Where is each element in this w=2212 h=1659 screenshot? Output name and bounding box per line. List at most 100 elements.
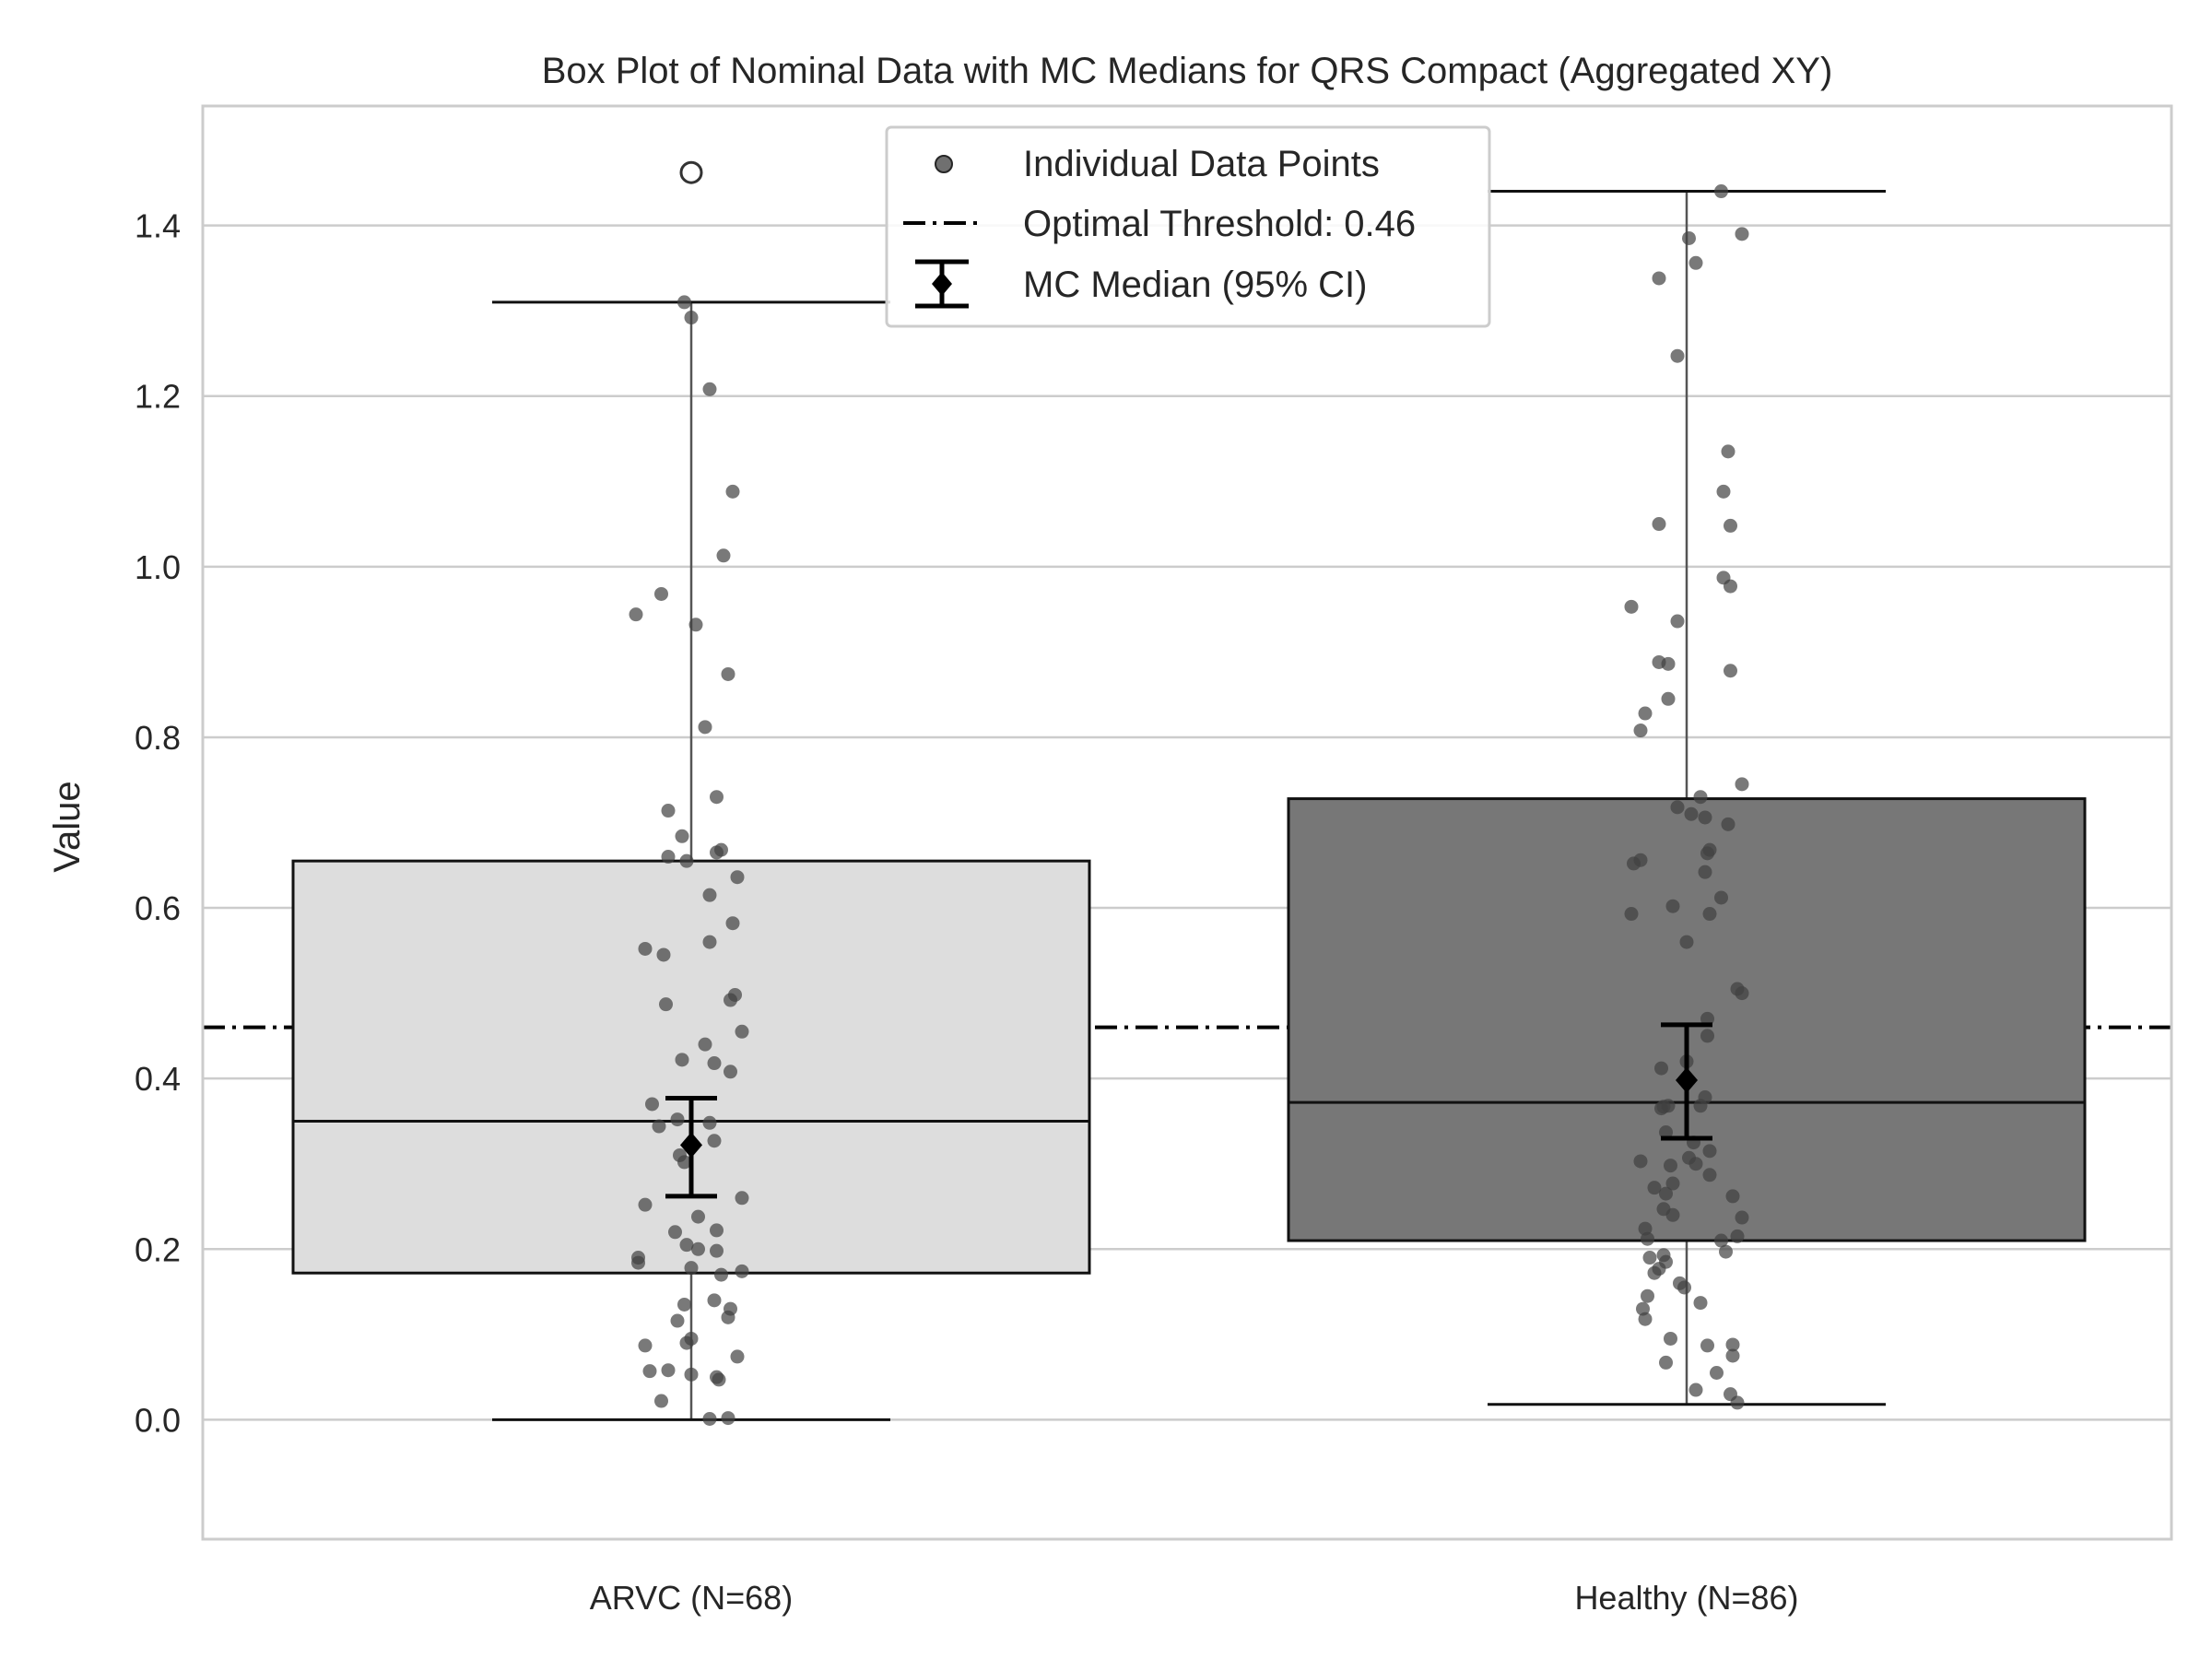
data-point bbox=[1710, 1366, 1724, 1381]
data-point bbox=[714, 842, 728, 857]
tick-labels: 0.0 0.2 0.4 0.6 0.8 1.0 1.2 1.4 ARVC (N=68) Healt… bbox=[135, 207, 1799, 1617]
plot-frame bbox=[201, 104, 2173, 1541]
data-point bbox=[1670, 348, 1685, 363]
data-point bbox=[1677, 1280, 1691, 1295]
data-point bbox=[735, 1024, 749, 1039]
data-point bbox=[1670, 800, 1685, 815]
data-point bbox=[702, 1411, 717, 1426]
data-point bbox=[1725, 1348, 1740, 1363]
y-tick-label: 0.4 bbox=[135, 1060, 181, 1098]
data-point bbox=[1724, 579, 1737, 594]
data-point bbox=[668, 1225, 682, 1240]
data-point bbox=[730, 1349, 745, 1364]
data-point bbox=[638, 941, 653, 956]
y-tick-label: 1.4 bbox=[135, 207, 181, 245]
data-point bbox=[670, 1112, 685, 1127]
legend-box bbox=[885, 125, 1491, 328]
data-point bbox=[1725, 1189, 1740, 1204]
data-point bbox=[1698, 810, 1712, 825]
data-point bbox=[1682, 230, 1696, 245]
data-point bbox=[1725, 1337, 1740, 1352]
data-point bbox=[652, 1119, 666, 1134]
data-point bbox=[1652, 271, 1666, 286]
data-point bbox=[654, 1394, 668, 1408]
data-point bbox=[725, 484, 740, 499]
data-point bbox=[675, 829, 689, 843]
data-point bbox=[1661, 1099, 1676, 1113]
data-point bbox=[707, 1293, 722, 1308]
data-point bbox=[724, 993, 737, 1007]
data-point bbox=[1670, 614, 1685, 629]
mc-median-marker bbox=[680, 1132, 702, 1159]
data-point bbox=[629, 607, 643, 622]
data-point bbox=[1693, 1099, 1708, 1113]
data-point bbox=[1702, 1144, 1717, 1159]
data-point bbox=[710, 1223, 724, 1238]
data-point bbox=[707, 1134, 722, 1148]
data-point bbox=[1661, 691, 1676, 706]
y-tick-label: 0.6 bbox=[135, 889, 181, 927]
legend-label-threshold: Optimal Threshold: 0.46 bbox=[1023, 204, 1416, 244]
y-tick-label: 0.2 bbox=[135, 1230, 181, 1268]
data-point bbox=[1730, 1229, 1745, 1243]
data-point bbox=[1688, 255, 1703, 270]
data-point bbox=[1659, 1124, 1673, 1139]
data-point bbox=[735, 1191, 749, 1206]
legend-label-points: Individual Data Points bbox=[1023, 144, 1380, 184]
data-point bbox=[1661, 656, 1676, 671]
data-point bbox=[702, 888, 717, 902]
data-point bbox=[1664, 1159, 1677, 1173]
data-point bbox=[1735, 227, 1749, 241]
data-point bbox=[1714, 890, 1728, 905]
data-point bbox=[677, 295, 691, 310]
data-point bbox=[656, 947, 671, 962]
y-axis-label: Value bbox=[47, 781, 88, 872]
data-point bbox=[1633, 724, 1648, 738]
data-point bbox=[1721, 817, 1735, 831]
data-point bbox=[1735, 1210, 1749, 1225]
data-point bbox=[1700, 1029, 1714, 1043]
data-point bbox=[1724, 518, 1737, 533]
legend-point-marker bbox=[935, 155, 953, 173]
data-point bbox=[661, 850, 676, 865]
data-point bbox=[1698, 865, 1712, 879]
data-point bbox=[730, 870, 745, 885]
chart-title: Box Plot of Nominal Data with MC Medians… bbox=[542, 51, 1833, 91]
data-point bbox=[1665, 1207, 1680, 1222]
data-point bbox=[654, 586, 668, 601]
data-point bbox=[725, 916, 740, 931]
data-point bbox=[638, 1338, 653, 1353]
mc-median-marker bbox=[1676, 1067, 1698, 1094]
data-point bbox=[679, 1238, 694, 1253]
data-point bbox=[1642, 1251, 1657, 1265]
data-point bbox=[1730, 1395, 1745, 1410]
y-tick-label: 0.0 bbox=[135, 1401, 181, 1439]
data-point bbox=[1716, 484, 1731, 499]
data-point bbox=[688, 618, 703, 632]
data-point bbox=[698, 720, 712, 735]
data-point bbox=[1633, 853, 1648, 867]
data-point bbox=[702, 935, 717, 949]
y-tick-label: 1.0 bbox=[135, 548, 181, 586]
data-point bbox=[661, 1363, 676, 1378]
data-point bbox=[1624, 907, 1639, 922]
data-point bbox=[1647, 1181, 1662, 1195]
data-point bbox=[710, 790, 724, 805]
data-point bbox=[1665, 1176, 1680, 1191]
outlier-marker bbox=[679, 160, 703, 184]
data-point bbox=[638, 1197, 653, 1212]
data-point bbox=[679, 853, 694, 868]
legend: Individual Data Points Optimal Threshold… bbox=[885, 125, 1491, 328]
data-point bbox=[1679, 935, 1694, 949]
data-point bbox=[710, 1243, 724, 1258]
data-point bbox=[1654, 1061, 1668, 1076]
data-point bbox=[670, 1313, 685, 1328]
data-point bbox=[677, 1297, 691, 1312]
data-point bbox=[698, 1037, 712, 1052]
data-point bbox=[712, 1372, 726, 1387]
data-point bbox=[724, 1065, 737, 1079]
data-point bbox=[702, 1115, 717, 1130]
box-layer bbox=[291, 160, 2087, 1421]
data-point bbox=[1664, 1331, 1677, 1346]
